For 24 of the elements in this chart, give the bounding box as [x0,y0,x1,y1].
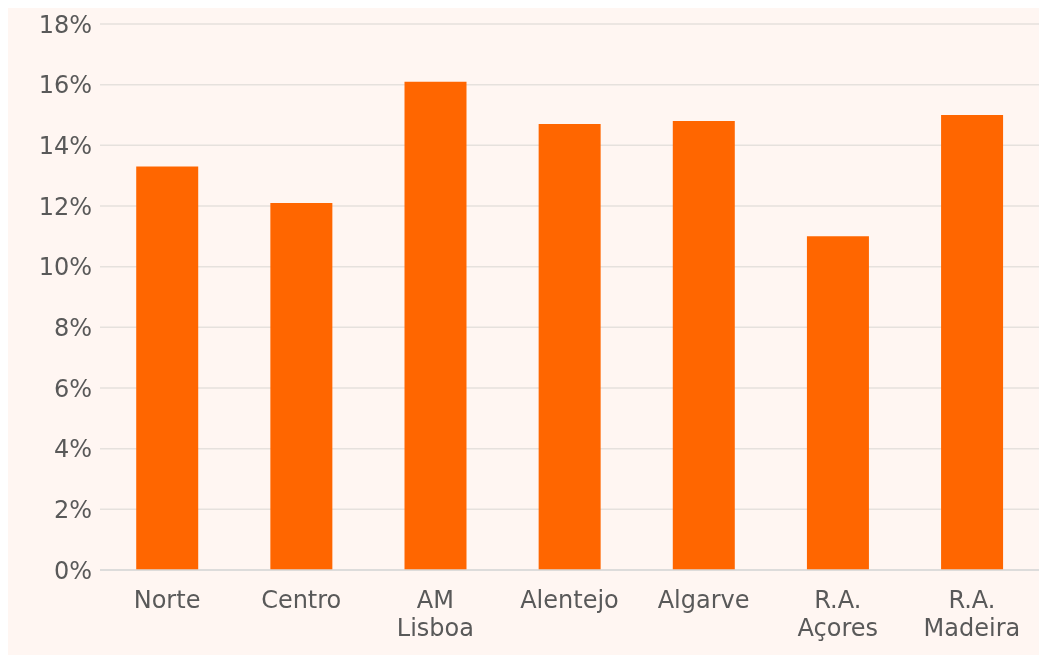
y-tick-label: 12% [38,192,92,221]
x-tick-label: R.A. Madeira [923,585,1021,643]
x-tick-label: R.A. Açores [797,585,879,643]
y-tick-label: 6% [53,374,92,403]
x-tick-label: Algarve [657,585,750,614]
x-tick-label: AM Lisboa [396,585,474,643]
bar [806,236,869,570]
y-tick-label: 14% [38,131,92,160]
y-tick-label: 10% [38,253,92,282]
bar [538,124,601,570]
y-tick-label: 2% [53,495,92,524]
y-tick-label: 8% [53,313,92,342]
bar [672,121,735,570]
x-tick-label: Alentejo [520,585,619,614]
bar [404,81,467,570]
y-tick-label: 16% [38,71,92,100]
y-tick-label: 18% [38,10,92,39]
x-tick-label: Centro [261,585,342,614]
bar [270,202,333,570]
y-tick-label: 0% [53,556,92,585]
bar [941,115,1004,570]
x-tick-label: Norte [133,585,201,614]
bar [136,166,199,570]
y-tick-label: 4% [53,435,92,464]
